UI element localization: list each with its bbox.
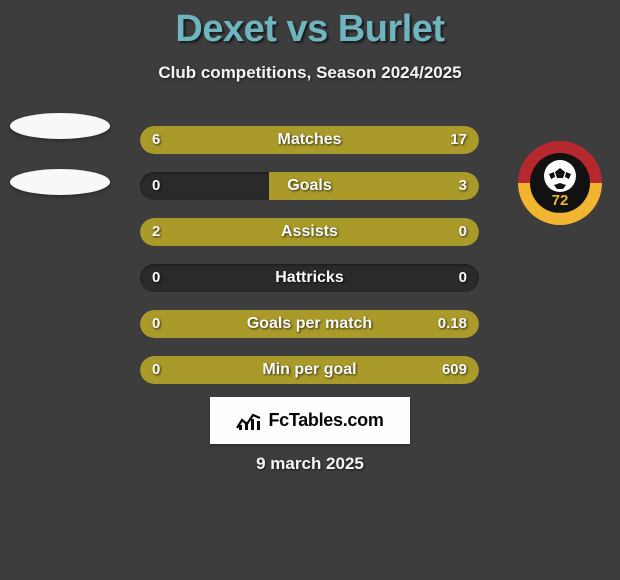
svg-text:72: 72 bbox=[552, 192, 569, 209]
infographic-container: Dexet vs Burlet Club competitions, Seaso… bbox=[0, 0, 620, 580]
stat-value-left: 0 bbox=[152, 264, 160, 292]
stat-label: Goals bbox=[140, 172, 479, 200]
brand-text: FcTables.com bbox=[268, 410, 383, 431]
stat-value-left: 0 bbox=[152, 310, 160, 338]
brand-badge: FcTables.com bbox=[210, 397, 410, 444]
player-left-avatar bbox=[10, 113, 110, 213]
avatar-ellipse bbox=[10, 113, 110, 139]
stat-row: Goals0 3 bbox=[140, 172, 479, 200]
player-right-avatar: 72 LE MANS bbox=[510, 113, 610, 213]
stat-row: Goals per match0 0.18 bbox=[140, 310, 479, 338]
stat-value-right: 609 bbox=[442, 356, 467, 384]
stat-value-left: 2 bbox=[152, 218, 160, 246]
stat-label: Matches bbox=[140, 126, 479, 154]
stat-label: Min per goal bbox=[140, 356, 479, 384]
stats-list: Matches617Goals03Assists20Hattricks00Goa… bbox=[140, 126, 479, 384]
stat-label: Assists bbox=[140, 218, 479, 246]
stat-row: Min per goal0 609 bbox=[140, 356, 479, 384]
stat-value-right: 0.18 bbox=[438, 310, 467, 338]
svg-text:LE MANS: LE MANS bbox=[547, 213, 574, 219]
stat-value-right: 3 bbox=[459, 172, 467, 200]
stat-row: Hattricks0 0 bbox=[140, 264, 479, 292]
club-badge-icon: 72 LE MANS bbox=[510, 141, 610, 225]
stat-value-left: 6 bbox=[152, 126, 160, 154]
stat-value-right: 0 bbox=[459, 264, 467, 292]
stat-value-right: 0 bbox=[459, 218, 467, 246]
stat-value-left: 0 bbox=[152, 172, 160, 200]
stat-value-right: 17 bbox=[450, 126, 467, 154]
stat-row: Matches6 17 bbox=[140, 126, 479, 154]
stat-label: Hattricks bbox=[140, 264, 479, 292]
page-title: Dexet vs Burlet bbox=[0, 8, 620, 51]
stat-label: Goals per match bbox=[140, 310, 479, 338]
stat-value-left: 0 bbox=[152, 356, 160, 384]
date-label: 9 march 2025 bbox=[0, 454, 620, 474]
brand-logo-icon bbox=[236, 410, 262, 432]
stat-row: Assists2 0 bbox=[140, 218, 479, 246]
avatar-ellipse bbox=[10, 169, 110, 195]
page-subtitle: Club competitions, Season 2024/2025 bbox=[0, 63, 620, 83]
